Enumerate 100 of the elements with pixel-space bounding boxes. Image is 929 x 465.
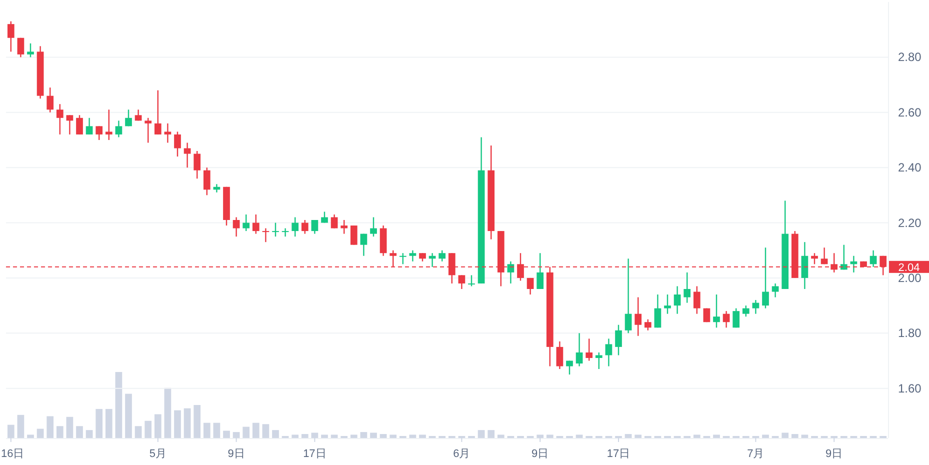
candlestick bbox=[664, 294, 671, 314]
candlestick bbox=[526, 277, 534, 296]
x-tick-label: 16日 bbox=[1, 448, 24, 460]
bar bbox=[409, 434, 416, 438]
bar bbox=[27, 434, 34, 438]
candlestick bbox=[624, 258, 632, 334]
y-tick-label: 2.40 bbox=[898, 160, 922, 175]
candlestick bbox=[105, 109, 112, 141]
candlestick bbox=[27, 42, 34, 58]
bar bbox=[262, 424, 270, 438]
bar bbox=[536, 434, 544, 438]
candlestick bbox=[350, 224, 358, 246]
y-tick-label: 2.60 bbox=[898, 105, 922, 120]
candlestick bbox=[615, 324, 622, 356]
candlestick bbox=[468, 274, 475, 287]
x-tick-label: 9日 bbox=[228, 448, 245, 460]
bar bbox=[76, 426, 83, 438]
candlestick bbox=[399, 252, 406, 265]
candlestick bbox=[66, 114, 74, 136]
bar bbox=[546, 434, 554, 438]
bar bbox=[350, 434, 358, 438]
candlestick bbox=[762, 246, 769, 309]
candlestick bbox=[507, 260, 514, 284]
bar bbox=[66, 416, 74, 438]
bar bbox=[419, 434, 426, 438]
candlestick bbox=[164, 122, 172, 144]
bar bbox=[370, 432, 377, 438]
bar bbox=[154, 414, 162, 438]
bar bbox=[360, 432, 368, 438]
candlestick bbox=[595, 352, 602, 370]
bar bbox=[762, 434, 769, 438]
x-tick-label: 17日 bbox=[606, 448, 630, 460]
candlestick bbox=[654, 294, 662, 328]
candlestick bbox=[820, 246, 828, 265]
bar bbox=[7, 424, 14, 438]
candlestick bbox=[340, 219, 348, 234]
candlestick bbox=[732, 308, 740, 328]
candlestick bbox=[438, 250, 446, 262]
y-tick-label: 1.80 bbox=[898, 326, 922, 340]
bar bbox=[184, 408, 191, 438]
bar bbox=[164, 388, 172, 438]
candlestick bbox=[184, 142, 191, 168]
candlestick bbox=[232, 216, 240, 238]
bar bbox=[321, 434, 328, 438]
candlestick bbox=[840, 244, 848, 270]
candlestick bbox=[242, 214, 250, 232]
bar bbox=[46, 416, 54, 438]
candlestick bbox=[17, 37, 24, 58]
candlestick bbox=[458, 274, 466, 290]
bar bbox=[497, 434, 504, 438]
bar bbox=[390, 434, 397, 438]
candlestick bbox=[556, 340, 564, 370]
x-tick-label: 9日 bbox=[826, 448, 843, 460]
x-tick-label: 7月 bbox=[747, 448, 764, 460]
bar bbox=[242, 426, 250, 438]
candlestick bbox=[772, 282, 779, 298]
candlestick bbox=[674, 286, 681, 314]
candlestick bbox=[76, 114, 83, 136]
bar bbox=[782, 432, 789, 438]
bar bbox=[36, 428, 44, 438]
candlestick bbox=[125, 109, 132, 127]
x-tick-label: 5月 bbox=[149, 448, 166, 460]
bar bbox=[86, 430, 93, 438]
bar bbox=[330, 434, 338, 438]
bar bbox=[213, 422, 220, 438]
bar bbox=[292, 434, 299, 438]
candlestick bbox=[86, 117, 93, 136]
bar bbox=[713, 434, 720, 438]
candlestick bbox=[684, 272, 691, 304]
bar bbox=[272, 430, 279, 438]
bar bbox=[56, 426, 64, 438]
bar bbox=[144, 420, 152, 438]
candlestick bbox=[56, 104, 64, 136]
bar bbox=[174, 410, 181, 438]
bar bbox=[478, 430, 485, 438]
candlestick bbox=[722, 310, 730, 328]
y-tick-label: 2.20 bbox=[898, 216, 922, 230]
bar bbox=[624, 434, 632, 438]
candlestick bbox=[536, 252, 544, 290]
bar bbox=[115, 372, 122, 438]
bar bbox=[17, 414, 24, 438]
candlestick bbox=[272, 222, 279, 238]
candlestick bbox=[370, 216, 377, 238]
bar bbox=[232, 432, 240, 438]
candlestick bbox=[115, 120, 122, 138]
candlestick bbox=[409, 250, 416, 262]
candlestick bbox=[360, 233, 368, 256]
bar bbox=[223, 430, 230, 438]
bar bbox=[105, 408, 112, 438]
candlestick bbox=[752, 299, 760, 314]
candlestick bbox=[330, 214, 338, 229]
candlestick bbox=[321, 211, 328, 224]
bar bbox=[301, 434, 308, 438]
bar bbox=[311, 432, 318, 438]
candlestick bbox=[252, 214, 260, 234]
x-tick-label: 6月 bbox=[453, 448, 470, 460]
candlestick bbox=[301, 219, 308, 234]
bar bbox=[576, 434, 583, 438]
candlestick bbox=[576, 332, 583, 367]
x-tick-label: 9日 bbox=[532, 448, 549, 460]
